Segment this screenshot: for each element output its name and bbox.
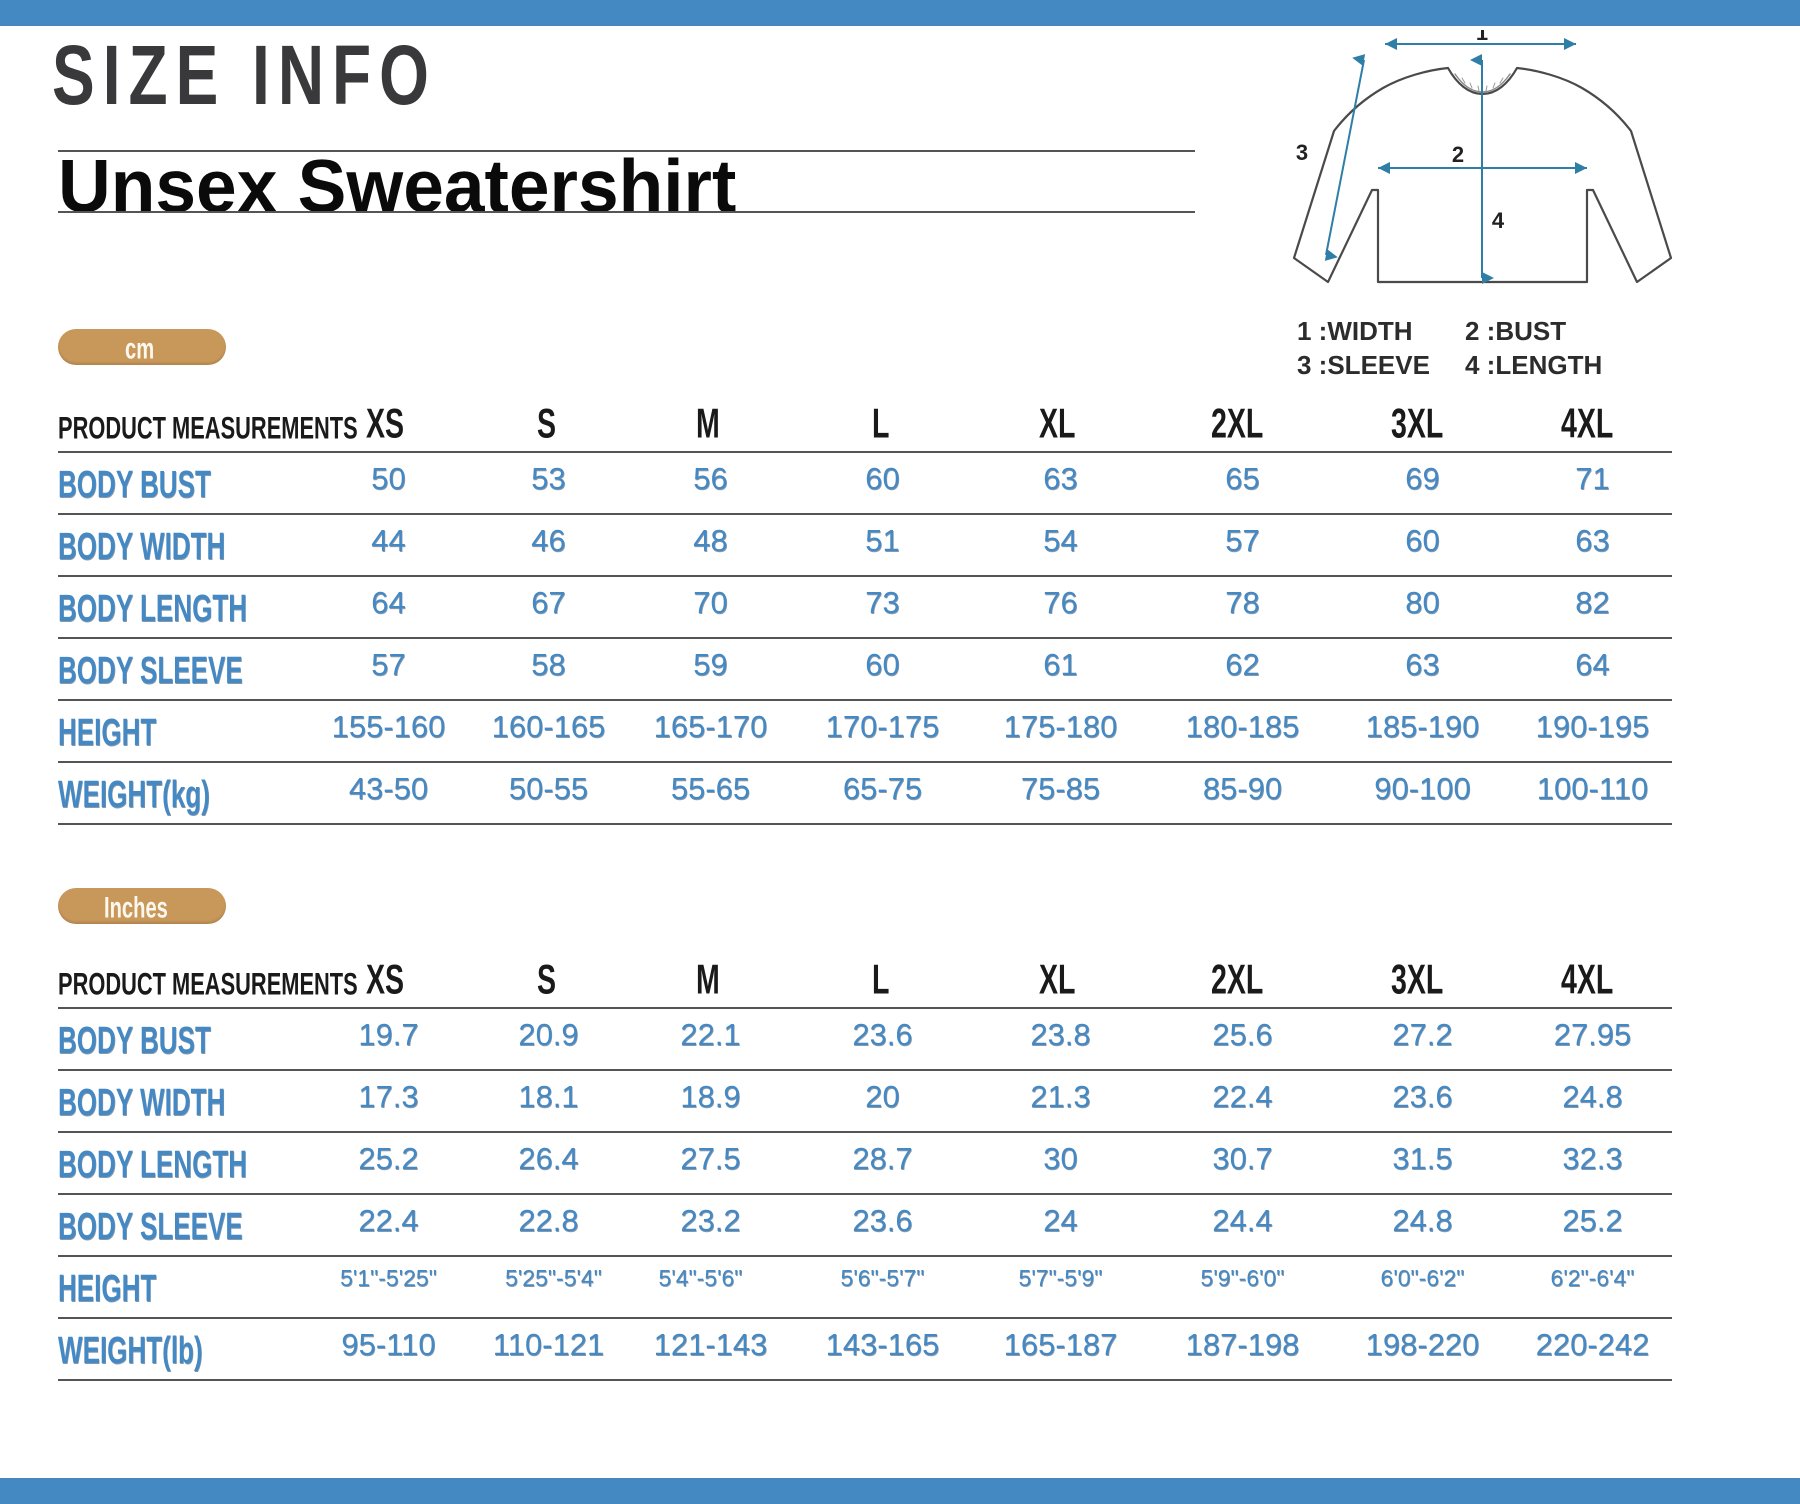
svg-text:3: 3 bbox=[1296, 140, 1308, 165]
svg-text:4: 4 bbox=[1492, 208, 1505, 233]
svg-text:1: 1 bbox=[1476, 30, 1488, 45]
svg-text:2: 2 bbox=[1452, 142, 1464, 167]
